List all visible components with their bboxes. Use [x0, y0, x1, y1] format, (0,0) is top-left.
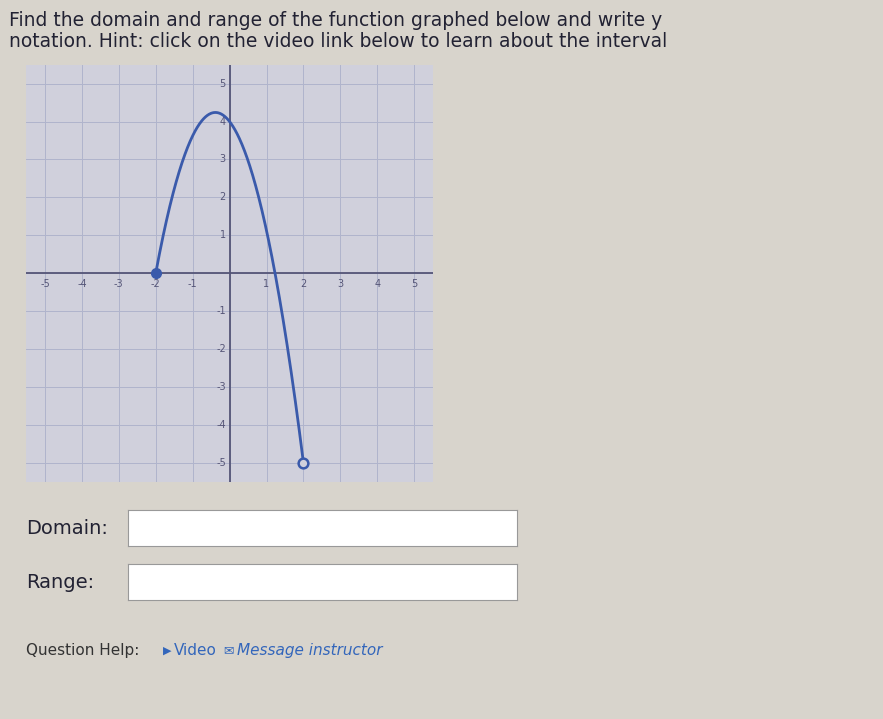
- Text: -1: -1: [188, 279, 198, 289]
- Text: Range:: Range:: [26, 573, 94, 592]
- Text: -4: -4: [216, 420, 226, 430]
- Text: -2: -2: [216, 344, 226, 354]
- Text: 3: 3: [337, 279, 343, 289]
- Text: notation. Hint: click on the video link below to learn about the interval: notation. Hint: click on the video link …: [9, 32, 667, 51]
- Text: -3: -3: [216, 382, 226, 392]
- Text: -5: -5: [216, 458, 226, 468]
- Text: ✉: ✉: [223, 644, 234, 657]
- Text: Domain:: Domain:: [26, 519, 109, 538]
- Text: -3: -3: [114, 279, 124, 289]
- Text: 1: 1: [220, 230, 226, 240]
- Text: Question Help:: Question Help:: [26, 644, 140, 658]
- Text: 3: 3: [220, 155, 226, 165]
- Text: Video: Video: [174, 644, 217, 658]
- Text: Find the domain and range of the function graphed below and write y: Find the domain and range of the functio…: [9, 11, 662, 29]
- Text: -4: -4: [77, 279, 87, 289]
- Text: -1: -1: [216, 306, 226, 316]
- Text: Message instructor: Message instructor: [237, 644, 382, 658]
- Text: -2: -2: [151, 279, 161, 289]
- Text: -5: -5: [40, 279, 49, 289]
- Text: 1: 1: [263, 279, 269, 289]
- Text: 5: 5: [411, 279, 418, 289]
- Text: 4: 4: [220, 116, 226, 127]
- Text: 5: 5: [220, 78, 226, 88]
- Text: 2: 2: [220, 193, 226, 202]
- Text: 4: 4: [374, 279, 381, 289]
- Text: 2: 2: [300, 279, 306, 289]
- Text: ▶: ▶: [163, 646, 172, 656]
